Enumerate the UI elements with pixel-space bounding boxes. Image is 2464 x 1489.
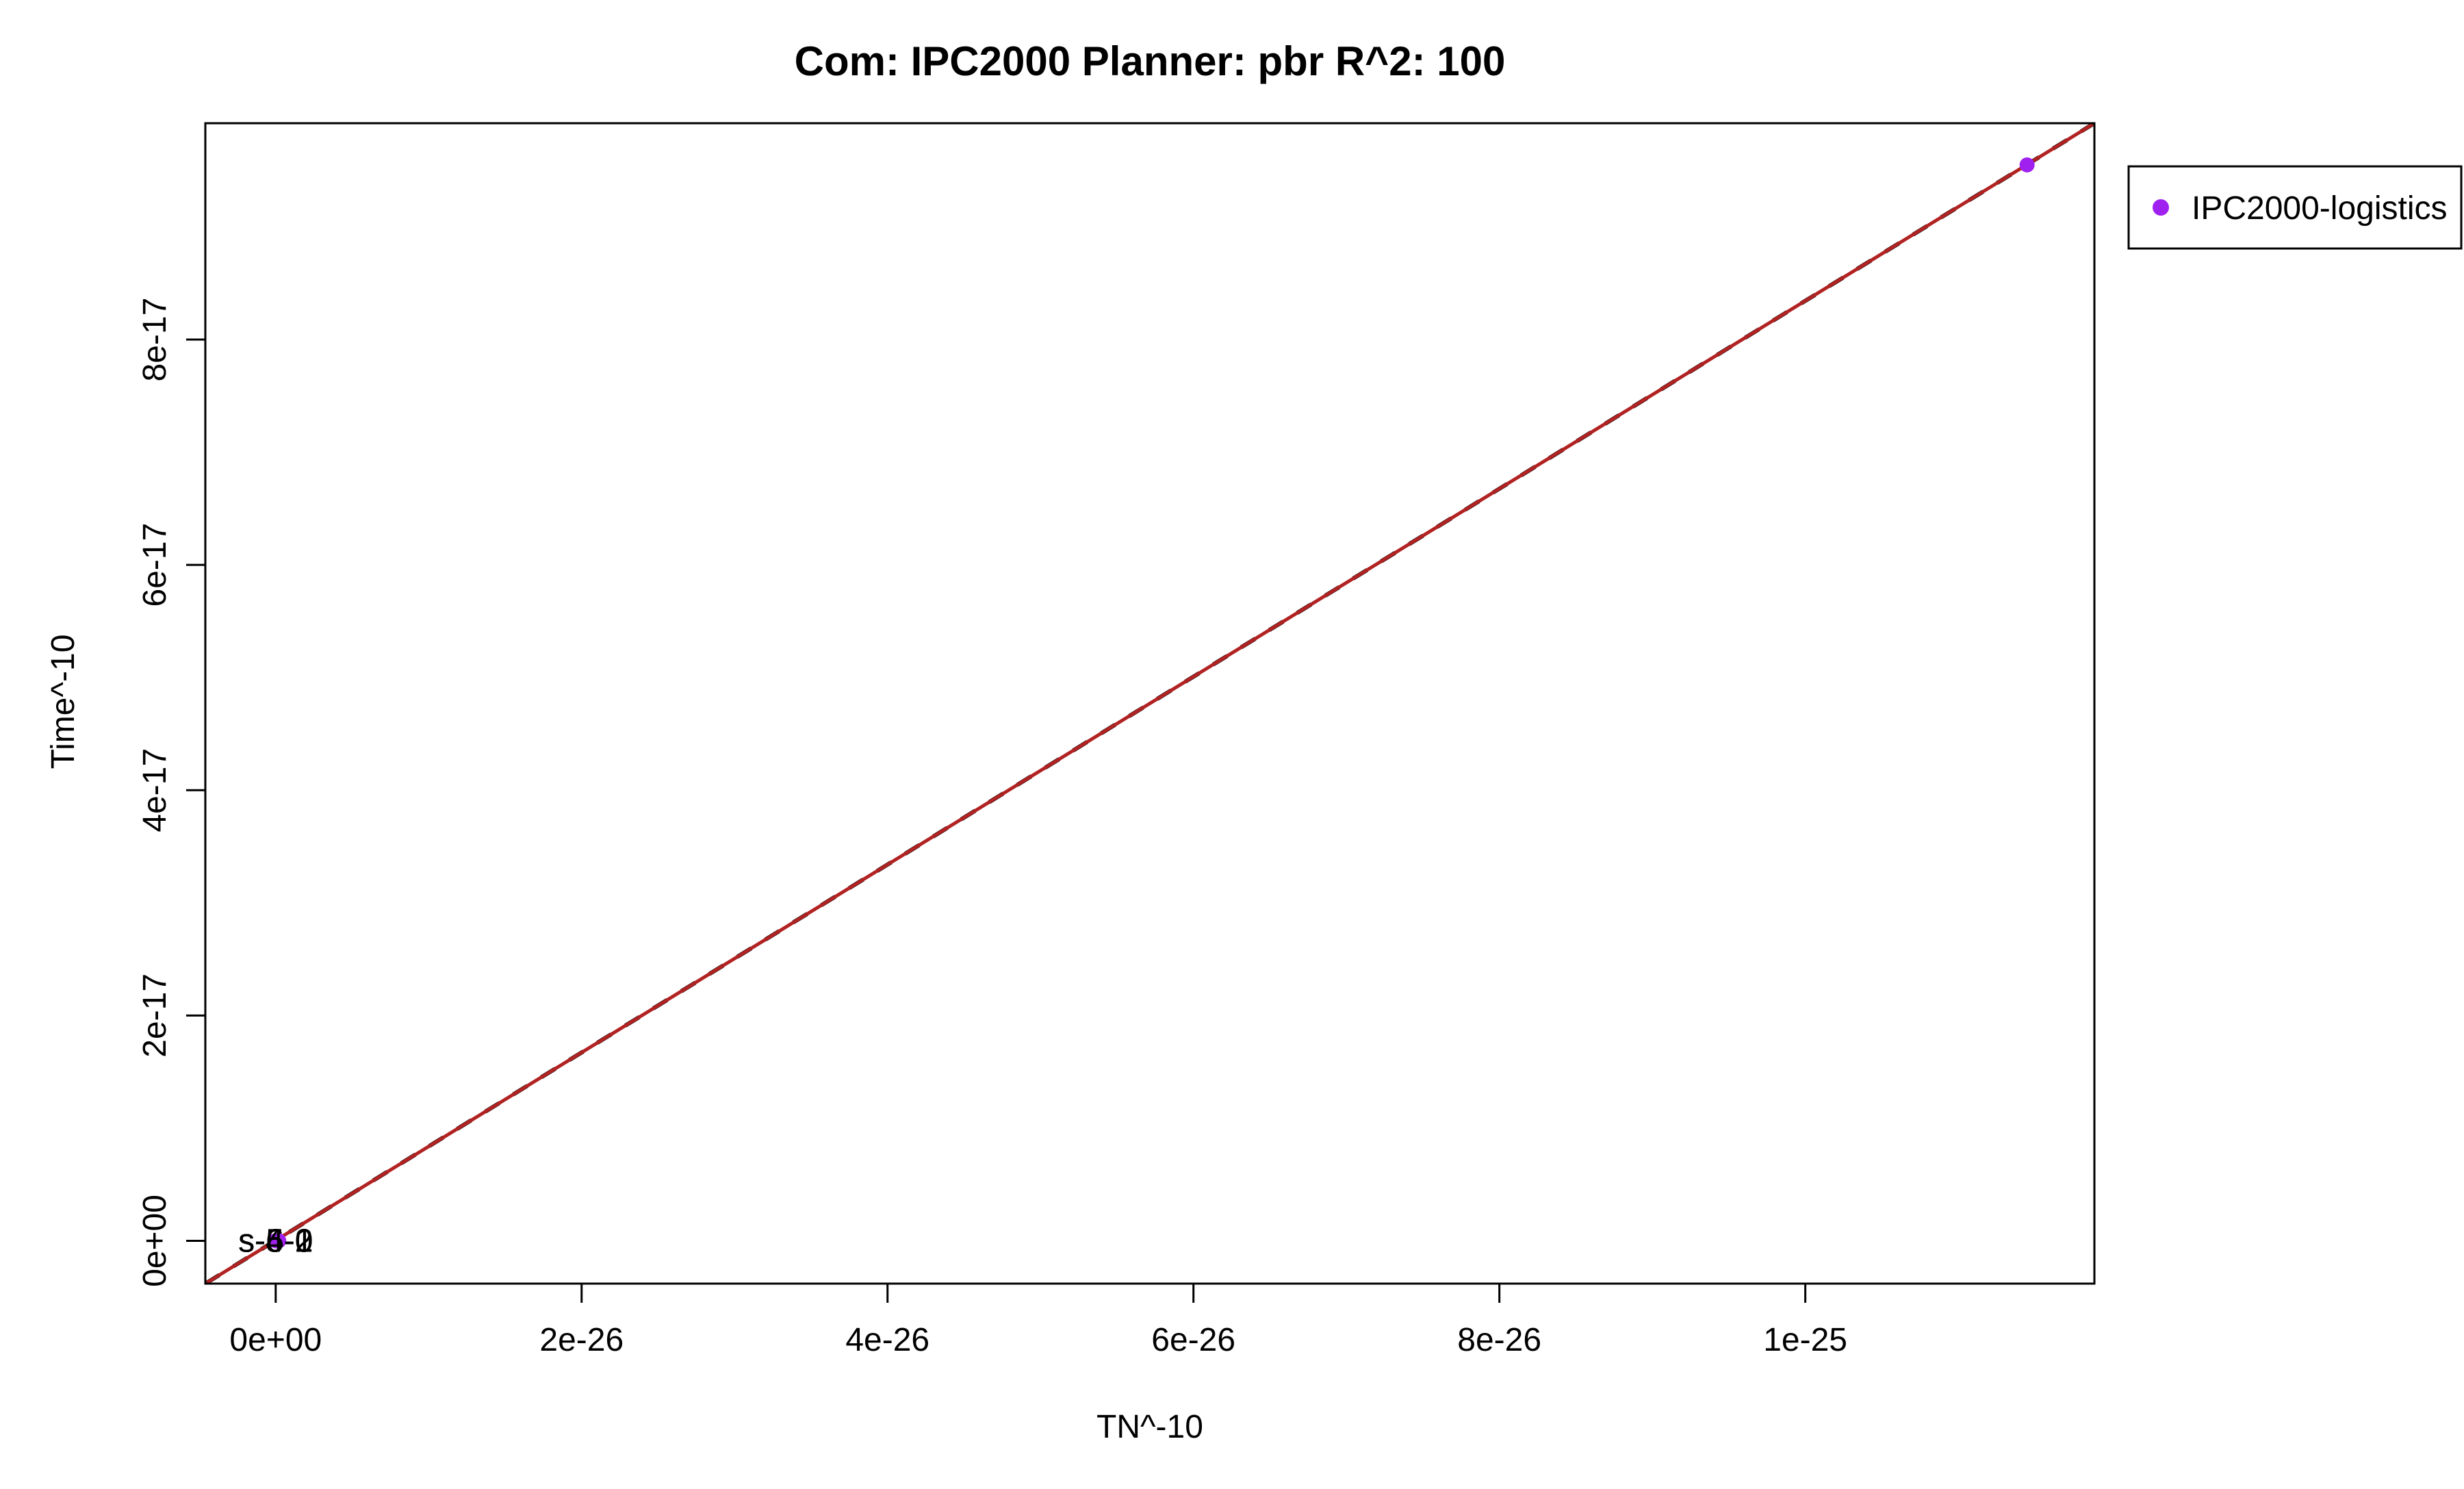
legend-box — [2127, 165, 2463, 250]
x-tick-label: 8e-26 — [1457, 1322, 1541, 1358]
point-label: s-6-1 — [238, 1223, 313, 1259]
x-tick-label: 6e-26 — [1151, 1322, 1235, 1358]
y-tick-label: 8e-17 — [137, 298, 173, 382]
legend-label: IPC2000-logistics — [2192, 190, 2448, 227]
plot-area: s-5-2s-6-0s-6-1s-4-0 0e+00 2e-26 4e-26 6e-26… — [137, 122, 2096, 1358]
x-tick-label: 4e-26 — [845, 1322, 929, 1358]
chart-title: Com: IPC2000 Planner: pbr R^2: 100 — [795, 38, 1506, 84]
point-label: s-4-0 — [238, 1223, 313, 1259]
y-tick-label: 2e-17 — [137, 973, 173, 1058]
y-axis-label: Time^-10 — [45, 635, 81, 769]
y-tick-label: 4e-17 — [137, 748, 173, 832]
data-point — [271, 1233, 287, 1249]
point-label: s-5-2 — [238, 1223, 313, 1259]
y-tick-label: 0e+00 — [137, 1195, 173, 1287]
point-label: s-6-0 — [238, 1223, 313, 1259]
y-tick-label: 6e-17 — [137, 523, 173, 607]
legend-marker — [2153, 199, 2169, 216]
x-tick-label: 2e-26 — [539, 1322, 624, 1358]
x-axis-label: TN^-10 — [1096, 1409, 1203, 1445]
legend: IPC2000-logistics — [2127, 165, 2463, 250]
fit-lines — [205, 123, 2094, 1284]
x-tick-label: 0e+00 — [229, 1322, 322, 1358]
x-tick-label: 1e-25 — [1763, 1322, 1847, 1358]
fit-line-solid — [205, 123, 2094, 1284]
data-point — [2019, 157, 2035, 173]
